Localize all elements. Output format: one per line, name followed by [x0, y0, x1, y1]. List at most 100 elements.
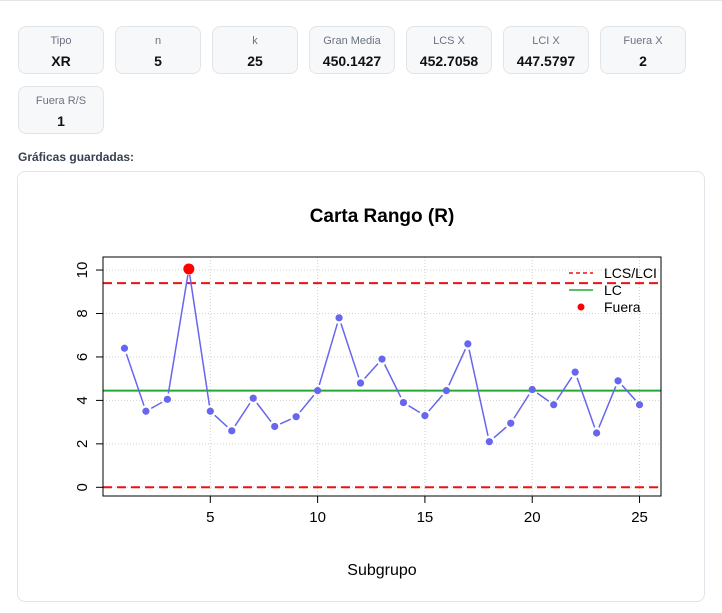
legend-swatch-out: [577, 303, 585, 311]
stat-value: 452.7058: [419, 53, 479, 69]
stat-label: Fuera R/S: [35, 95, 87, 107]
x-tick-label: 10: [309, 509, 326, 526]
series-segment: [279, 418, 292, 425]
x-tick-label: 15: [417, 509, 434, 526]
limit-lines: [103, 282, 661, 489]
x-axis-label: Subgrupo: [347, 562, 416, 579]
data-point: [442, 387, 450, 395]
y-tick-label: 6: [74, 353, 91, 361]
stat-card-gran-media: Gran Media 450.1427: [309, 26, 395, 74]
data-point: [571, 368, 579, 376]
range-chart: Carta Rango (R) Subgrupo 5 10 15 20 25 0 2 4 6 8 1…: [74, 206, 662, 579]
data-point: [464, 340, 472, 348]
series-segment: [214, 414, 228, 428]
x-tick-label: 20: [524, 509, 541, 526]
data-point: [314, 387, 322, 395]
series-segment: [167, 274, 189, 394]
data-point: [421, 412, 429, 420]
legend-label: LC: [604, 282, 622, 298]
data-point: [228, 427, 236, 435]
data-point: [142, 407, 150, 415]
top-divider: [0, 0, 722, 1]
data-point: [271, 422, 279, 431]
stat-value: XR: [51, 53, 71, 69]
stat-label: k: [252, 35, 258, 47]
series-segment: [576, 377, 596, 428]
saved-charts-label: Gráficas guardadas:: [18, 150, 135, 164]
stat-label: n: [154, 35, 162, 47]
data-point: [485, 438, 493, 446]
saved-chart-card: Carta Rango (R) Subgrupo 5 10 15 20 25 0 2 4 6 8 1…: [17, 171, 705, 602]
stat-value: 447.5797: [516, 53, 576, 69]
stat-card-lci-x: LCI X 447.5797: [503, 26, 589, 74]
series-segment: [299, 394, 315, 413]
axis-layer: 5 10 15 20 25 0 2 4 6 8 10: [74, 256, 662, 526]
y-tick-label: 0: [74, 483, 91, 491]
data-point: [593, 429, 601, 437]
series-segment: [556, 376, 573, 401]
y-tick-label: 10: [74, 262, 91, 279]
data-point: [163, 395, 171, 403]
data-point: [378, 355, 386, 363]
data-point: [528, 385, 536, 394]
data-point: [335, 314, 343, 322]
out-of-control-point: [183, 263, 195, 275]
series-segment: [234, 402, 251, 427]
legend-label: Fuera: [604, 299, 641, 315]
series-segment: [150, 401, 163, 410]
series-segment: [448, 349, 467, 386]
stat-label: LCS X: [433, 35, 465, 47]
data-point: [635, 401, 644, 409]
data-point: [550, 401, 558, 409]
series-segment: [468, 349, 489, 436]
stat-value: 1: [57, 113, 65, 129]
grid-layer: [103, 257, 661, 496]
series-segment: [256, 402, 272, 423]
series-segment: [513, 394, 530, 419]
series-segment: [188, 274, 211, 406]
series-segment: [598, 386, 617, 428]
stat-label: Gran Media: [323, 35, 381, 47]
series-segment: [536, 392, 550, 402]
stat-card-k: k 25: [212, 26, 298, 74]
stat-label: LCI X: [532, 35, 560, 47]
data-point: [292, 413, 300, 421]
stat-card-n: n 5: [115, 26, 201, 74]
data-point: [206, 407, 214, 415]
series-segment: [383, 364, 402, 398]
series-segment: [340, 323, 360, 378]
y-tick-label: 2: [74, 440, 91, 448]
series-segment: [318, 323, 339, 386]
data-point: [249, 394, 257, 402]
stat-value: 450.1427: [322, 53, 382, 69]
stat-value: 5: [154, 53, 162, 69]
x-tick-label: 5: [206, 509, 214, 526]
stat-card-fuera-x: Fuera X 2: [600, 26, 686, 74]
x-tick-label: 25: [631, 509, 648, 526]
stat-label: Fuera X: [623, 35, 663, 47]
y-tick-label: 8: [74, 309, 91, 317]
data-point: [120, 344, 129, 352]
stat-card-tipo: Tipo XR: [18, 26, 104, 74]
stat-value: 25: [247, 53, 263, 69]
data-point: [356, 379, 365, 387]
chart-title: Carta Rango (R): [310, 206, 455, 227]
data-point: [399, 398, 408, 407]
data-point: [507, 419, 515, 427]
stat-card-fuera-rs: Fuera R/S 1: [18, 86, 104, 134]
data-point: [614, 377, 622, 385]
series-segment: [493, 426, 507, 439]
series-segment: [363, 363, 379, 380]
series-segment: [428, 394, 444, 412]
y-tick-label: 4: [74, 396, 91, 404]
legend-label: LCS/LCI: [604, 265, 657, 281]
stat-label: Tipo: [50, 35, 72, 47]
series-layer: [120, 263, 644, 446]
series-segment: [408, 405, 421, 414]
series-segment: [125, 353, 145, 406]
stat-card-lcs-x: LCS X 452.7058: [406, 26, 492, 74]
stat-value: 2: [639, 53, 647, 69]
plot-frame: [102, 256, 662, 497]
series-segment: [621, 384, 637, 401]
